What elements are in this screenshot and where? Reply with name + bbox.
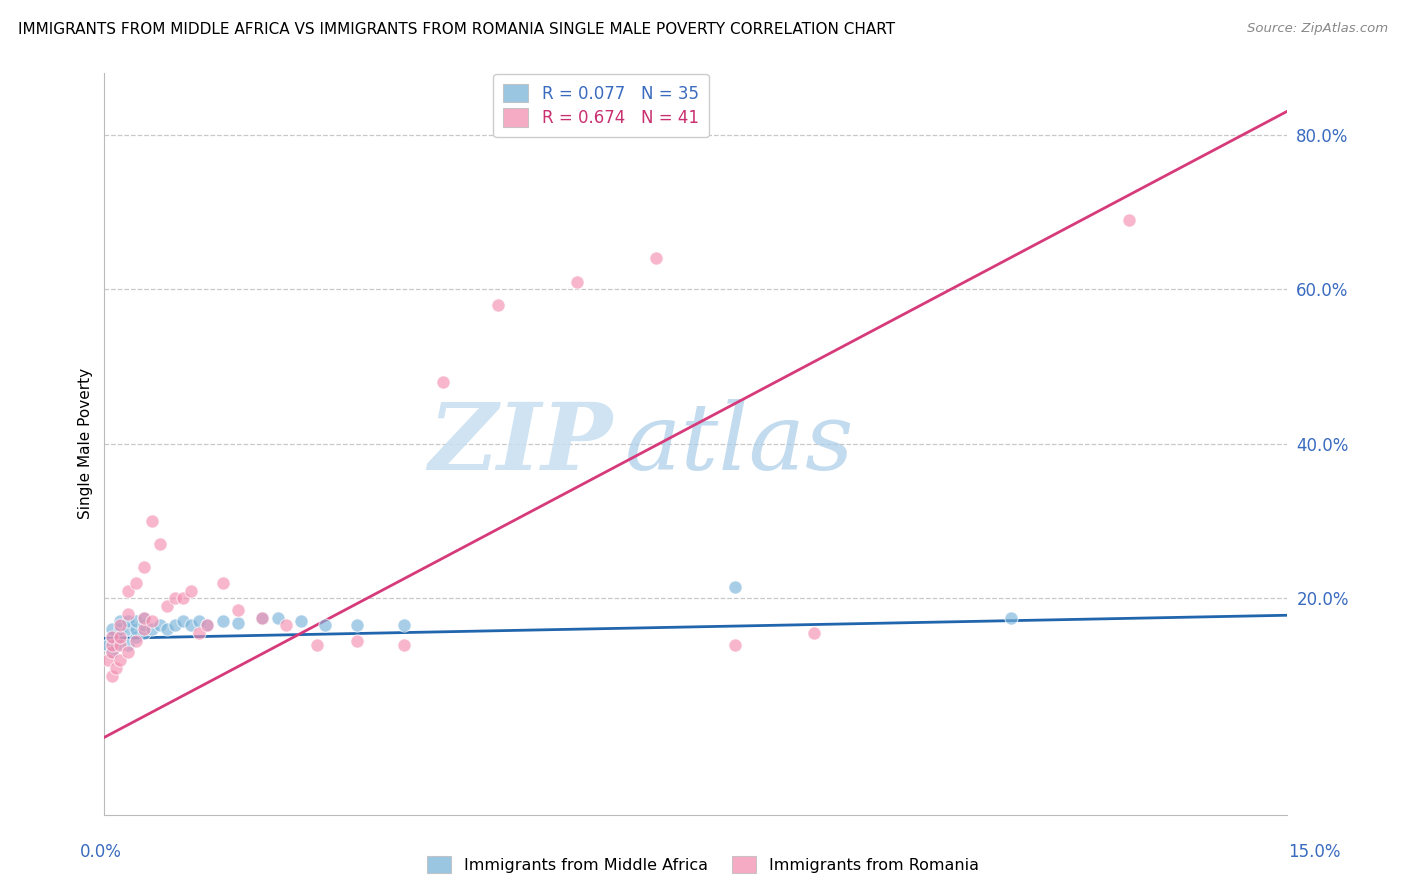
Point bbox=[108, 630, 131, 644]
Point bbox=[132, 626, 155, 640]
Point bbox=[195, 618, 218, 632]
Text: 15.0%: 15.0% bbox=[1288, 843, 1341, 861]
Point bbox=[117, 607, 139, 621]
Point bbox=[101, 630, 124, 644]
Point bbox=[108, 653, 131, 667]
Point bbox=[228, 603, 250, 617]
Text: 0.0%: 0.0% bbox=[80, 843, 122, 861]
Point bbox=[117, 615, 139, 629]
Point bbox=[188, 626, 211, 640]
Point bbox=[228, 615, 250, 630]
Point bbox=[274, 618, 297, 632]
Point bbox=[132, 560, 155, 574]
Point bbox=[211, 615, 233, 629]
Point bbox=[117, 638, 139, 652]
Point bbox=[392, 618, 415, 632]
Point bbox=[101, 645, 124, 659]
Point bbox=[108, 615, 131, 629]
Point bbox=[108, 638, 131, 652]
Point bbox=[290, 615, 312, 629]
Point bbox=[195, 618, 218, 632]
Point bbox=[1000, 610, 1022, 624]
Point bbox=[165, 618, 187, 632]
Point bbox=[108, 618, 131, 632]
Y-axis label: Single Male Poverty: Single Male Poverty bbox=[79, 368, 93, 519]
Point bbox=[148, 618, 170, 632]
Point bbox=[125, 622, 148, 636]
Point bbox=[188, 615, 211, 629]
Point bbox=[432, 375, 454, 389]
Point bbox=[567, 275, 589, 289]
Point bbox=[724, 638, 747, 652]
Point bbox=[346, 618, 368, 632]
Point bbox=[132, 618, 155, 632]
Point bbox=[97, 653, 120, 667]
Point bbox=[101, 622, 124, 636]
Text: ZIP: ZIP bbox=[429, 399, 613, 489]
Point bbox=[346, 633, 368, 648]
Point bbox=[105, 638, 128, 652]
Point bbox=[105, 661, 128, 675]
Point bbox=[101, 630, 124, 644]
Text: Source: ZipAtlas.com: Source: ZipAtlas.com bbox=[1247, 22, 1388, 36]
Point bbox=[724, 580, 747, 594]
Point bbox=[180, 618, 202, 632]
Point bbox=[156, 599, 179, 613]
Point bbox=[141, 514, 163, 528]
Point bbox=[267, 610, 290, 624]
Point bbox=[156, 622, 179, 636]
Point bbox=[125, 615, 148, 629]
Point bbox=[117, 645, 139, 659]
Point bbox=[307, 638, 329, 652]
Point bbox=[488, 298, 510, 312]
Point bbox=[250, 610, 273, 624]
Point bbox=[117, 583, 139, 598]
Point bbox=[1118, 212, 1140, 227]
Point bbox=[101, 645, 124, 659]
Point bbox=[165, 591, 187, 606]
Legend: Immigrants from Middle Africa, Immigrants from Romania: Immigrants from Middle Africa, Immigrant… bbox=[420, 849, 986, 880]
Point bbox=[108, 630, 131, 644]
Point bbox=[148, 537, 170, 551]
Point bbox=[211, 575, 233, 590]
Point bbox=[101, 668, 124, 682]
Point bbox=[803, 626, 825, 640]
Text: IMMIGRANTS FROM MIDDLE AFRICA VS IMMIGRANTS FROM ROMANIA SINGLE MALE POVERTY COR: IMMIGRANTS FROM MIDDLE AFRICA VS IMMIGRA… bbox=[18, 22, 896, 37]
Point bbox=[132, 622, 155, 636]
Point bbox=[172, 615, 194, 629]
Point bbox=[645, 252, 668, 266]
Point bbox=[141, 622, 163, 636]
Point bbox=[125, 633, 148, 648]
Point bbox=[125, 575, 148, 590]
Point bbox=[132, 610, 155, 624]
Text: atlas: atlas bbox=[624, 399, 853, 489]
Point bbox=[108, 622, 131, 636]
Point bbox=[392, 638, 415, 652]
Point bbox=[180, 583, 202, 598]
Point bbox=[132, 610, 155, 624]
Point bbox=[125, 630, 148, 644]
Point bbox=[101, 638, 124, 652]
Point bbox=[314, 618, 336, 632]
Point bbox=[117, 622, 139, 636]
Point bbox=[250, 610, 273, 624]
Point bbox=[172, 591, 194, 606]
Legend: R = 0.077   N = 35, R = 0.674   N = 41: R = 0.077 N = 35, R = 0.674 N = 41 bbox=[494, 74, 709, 137]
Point bbox=[97, 638, 120, 652]
Point bbox=[141, 615, 163, 629]
